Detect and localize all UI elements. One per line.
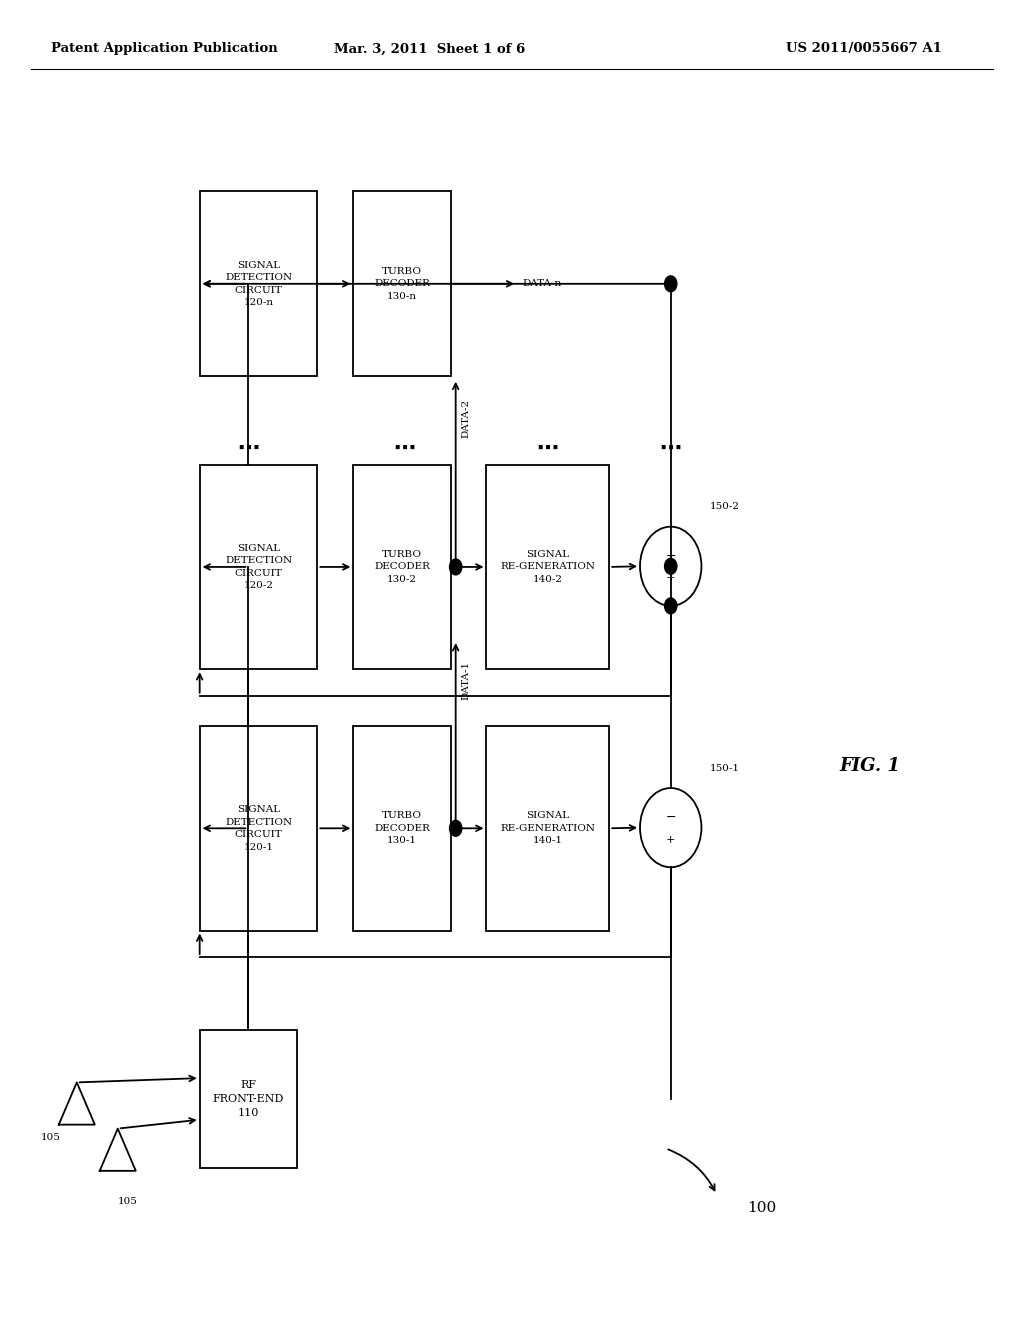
- Text: FIG. 1: FIG. 1: [840, 756, 900, 775]
- Bar: [200, 191, 317, 376]
- Text: Mar. 3, 2011  Sheet 1 of 6: Mar. 3, 2011 Sheet 1 of 6: [335, 42, 525, 55]
- Bar: [353, 726, 451, 931]
- Circle shape: [450, 560, 462, 574]
- Text: ⋯: ⋯: [537, 438, 559, 459]
- Text: DATA-1: DATA-1: [462, 660, 471, 700]
- Text: ⋯: ⋯: [238, 438, 260, 459]
- Text: TURBO
DECODER
130-n: TURBO DECODER 130-n: [374, 267, 430, 301]
- Circle shape: [665, 598, 677, 614]
- Bar: [486, 465, 609, 669]
- Bar: [200, 726, 317, 931]
- Bar: [200, 1030, 297, 1168]
- Text: ⋯: ⋯: [659, 438, 682, 459]
- Text: 150-2: 150-2: [710, 503, 739, 511]
- Text: SIGNAL
DETECTION
CIRCUIT
120-n: SIGNAL DETECTION CIRCUIT 120-n: [225, 260, 292, 308]
- Text: TURBO
DECODER
130-2: TURBO DECODER 130-2: [374, 550, 430, 583]
- Text: 150-1: 150-1: [710, 764, 739, 772]
- Text: DATA-n: DATA-n: [522, 280, 561, 288]
- Text: SIGNAL
RE-GENERATION
140-2: SIGNAL RE-GENERATION 140-2: [501, 550, 595, 583]
- Text: −: −: [666, 812, 676, 824]
- Circle shape: [665, 276, 677, 292]
- Text: 105: 105: [41, 1133, 61, 1142]
- Text: SIGNAL
DETECTION
CIRCUIT
120-2: SIGNAL DETECTION CIRCUIT 120-2: [225, 544, 292, 590]
- Bar: [353, 465, 451, 669]
- Text: +: +: [666, 573, 676, 583]
- Text: TURBO
DECODER
130-1: TURBO DECODER 130-1: [374, 812, 430, 845]
- Text: 105: 105: [118, 1197, 138, 1206]
- Bar: [200, 465, 317, 669]
- Text: ⋯: ⋯: [393, 438, 416, 459]
- Text: +: +: [666, 834, 676, 845]
- Circle shape: [665, 558, 677, 574]
- Bar: [353, 191, 451, 376]
- Text: US 2011/0055667 A1: US 2011/0055667 A1: [786, 42, 942, 55]
- Text: 100: 100: [748, 1201, 777, 1214]
- Bar: [486, 726, 609, 931]
- Text: DATA-2: DATA-2: [462, 399, 471, 438]
- Text: Patent Application Publication: Patent Application Publication: [51, 42, 278, 55]
- Text: SIGNAL
RE-GENERATION
140-1: SIGNAL RE-GENERATION 140-1: [501, 812, 595, 845]
- Text: RF
FRONT-END
110: RF FRONT-END 110: [213, 1080, 284, 1118]
- Circle shape: [450, 820, 462, 837]
- Text: −: −: [666, 550, 676, 562]
- Text: SIGNAL
DETECTION
CIRCUIT
120-1: SIGNAL DETECTION CIRCUIT 120-1: [225, 805, 292, 851]
